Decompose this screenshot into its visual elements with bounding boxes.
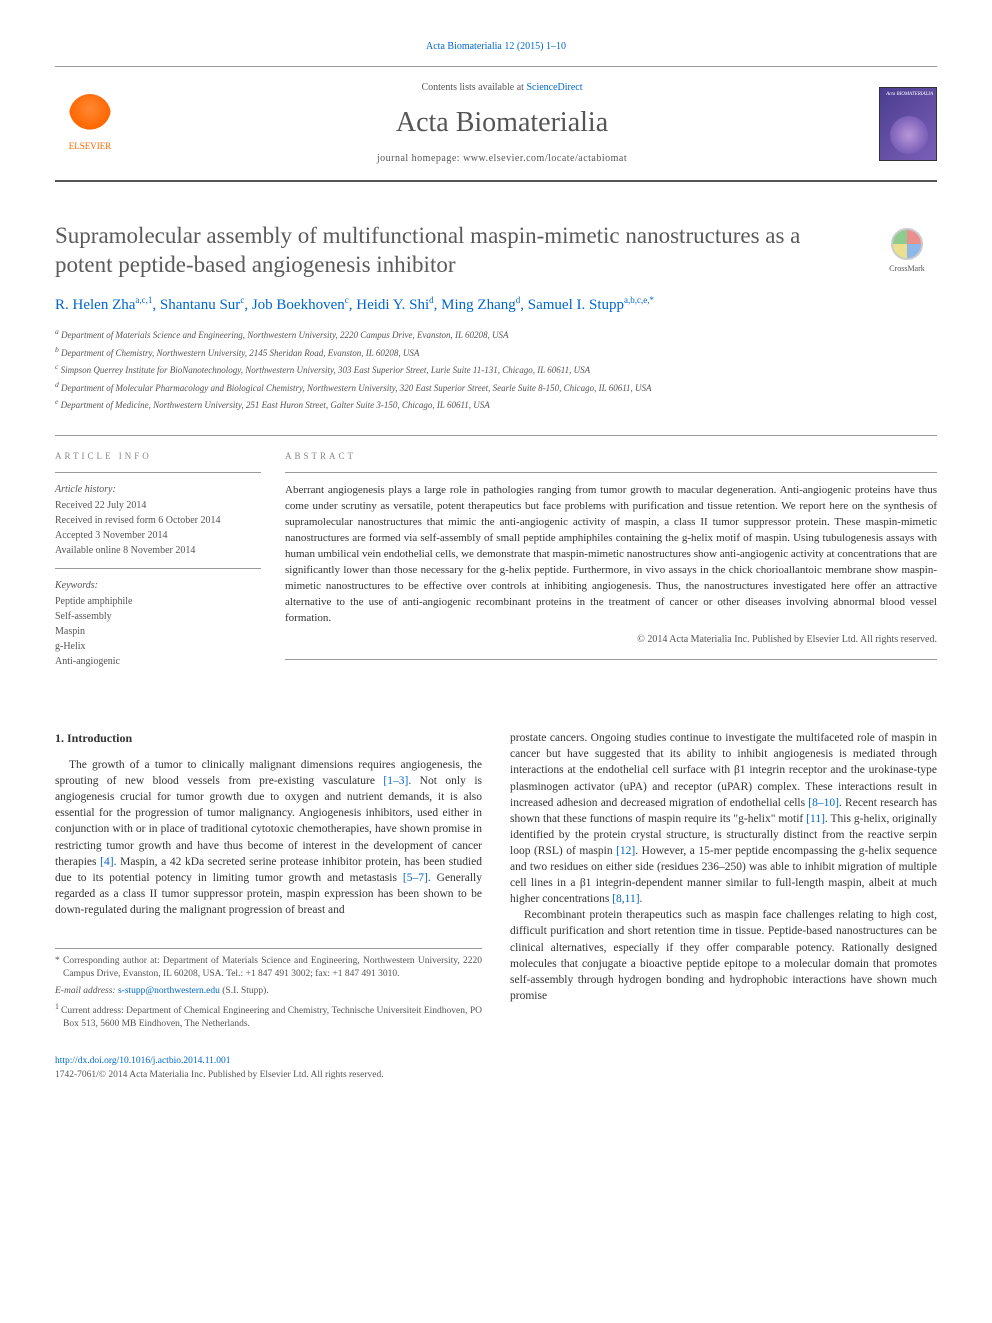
- citation-header: Acta Biomaterialia 12 (2015) 1–10: [55, 40, 937, 54]
- author[interactable]: Samuel I. Stuppa,b,c,e,*: [528, 297, 654, 313]
- history-item: Available online 8 November 2014: [55, 544, 261, 558]
- current-address-note: 1 Current address: Department of Chemica…: [55, 1001, 482, 1032]
- email-note: E-mail address: s-stupp@northwestern.edu…: [55, 985, 482, 998]
- contents-prefix: Contents lists available at: [421, 82, 526, 93]
- abstract-heading: abstract: [285, 450, 937, 463]
- paragraph: prostate cancers. Ongoing studies contin…: [510, 730, 937, 907]
- author[interactable]: Job Boekhovenc: [252, 297, 349, 313]
- affiliations: a Department of Materials Science and En…: [55, 326, 937, 413]
- author[interactable]: Ming Zhangd: [441, 297, 520, 313]
- corresponding-author-note: * Corresponding author at: Department of…: [55, 955, 482, 982]
- keyword: Anti-angiogenic: [55, 655, 261, 669]
- homepage-url[interactable]: www.elsevier.com/locate/actabiomat: [463, 153, 627, 164]
- body-columns: 1. Introduction The growth of a tumor to…: [55, 730, 937, 1034]
- history-item: Received 22 July 2014: [55, 499, 261, 513]
- citation-link[interactable]: [1–3]: [383, 775, 408, 787]
- paragraph: Recombinant protein therapeutics such as…: [510, 907, 937, 1004]
- elsevier-tree-icon: [69, 94, 111, 136]
- journal-name: Acta Biomaterialia: [125, 103, 879, 142]
- right-column: prostate cancers. Ongoing studies contin…: [510, 730, 937, 1034]
- citation-link[interactable]: [8,11]: [612, 893, 639, 905]
- page-footer: http://dx.doi.org/10.1016/j.actbio.2014.…: [55, 1055, 937, 1083]
- citation-link[interactable]: [5–7]: [403, 872, 428, 884]
- contents-line: Contents lists available at ScienceDirec…: [125, 81, 879, 95]
- homepage-prefix: journal homepage:: [377, 153, 463, 164]
- abstract-body: Aberrant angiogenesis plays a large role…: [285, 483, 937, 626]
- affiliation: d Department of Molecular Pharmacology a…: [55, 379, 937, 396]
- info-abstract-row: article info Article history: Received 2…: [55, 435, 937, 671]
- keyword: g-Helix: [55, 640, 261, 654]
- journal-banner: ELSEVIER Contents lists available at Sci…: [55, 67, 937, 182]
- author[interactable]: R. Helen Zhaa,c,1: [55, 297, 152, 313]
- affiliation: a Department of Materials Science and En…: [55, 326, 937, 343]
- citation-link[interactable]: [4]: [100, 856, 113, 868]
- email-link[interactable]: s-stupp@northwestern.edu: [118, 986, 220, 996]
- section-heading: 1. Introduction: [55, 730, 482, 747]
- affiliation: e Department of Medicine, Northwestern U…: [55, 396, 937, 413]
- history-label: Article history:: [55, 483, 261, 497]
- article-title: Supramolecular assembly of multifunction…: [55, 222, 857, 280]
- affiliation: c Simpson Querrey Institute for BioNanot…: [55, 361, 937, 378]
- abstract: abstract Aberrant angiogenesis plays a l…: [285, 436, 937, 671]
- issn-copyright: 1742-7061/© 2014 Acta Materialia Inc. Pu…: [55, 1069, 937, 1082]
- title-block: Supramolecular assembly of multifunction…: [55, 222, 937, 280]
- history-item: Accepted 3 November 2014: [55, 529, 261, 543]
- citation-link[interactable]: [11]: [806, 813, 825, 825]
- left-column: 1. Introduction The growth of a tumor to…: [55, 730, 482, 1034]
- homepage-line: journal homepage: www.elsevier.com/locat…: [125, 152, 879, 166]
- keyword: Peptide amphiphile: [55, 595, 261, 609]
- doi-link[interactable]: http://dx.doi.org/10.1016/j.actbio.2014.…: [55, 1055, 937, 1068]
- article-info: article info Article history: Received 2…: [55, 436, 285, 671]
- cover-label: Acta BIOMATERIALIA: [886, 91, 933, 98]
- footnotes: * Corresponding author at: Department of…: [55, 948, 482, 1032]
- author[interactable]: Shantanu Surc: [160, 297, 244, 313]
- publisher-name: ELSEVIER: [55, 140, 125, 153]
- article-info-heading: article info: [55, 450, 261, 463]
- crossmark-icon: [891, 228, 923, 260]
- keyword: Self-assembly: [55, 610, 261, 624]
- keyword: Maspin: [55, 625, 261, 639]
- affiliation: b Department of Chemistry, Northwestern …: [55, 344, 937, 361]
- author[interactable]: Heidi Y. Shid: [356, 297, 433, 313]
- citation-link[interactable]: [12]: [616, 845, 635, 857]
- history-item: Received in revised form 6 October 2014: [55, 514, 261, 528]
- banner-center: Contents lists available at ScienceDirec…: [125, 81, 879, 166]
- paragraph: The growth of a tumor to clinically mali…: [55, 757, 482, 918]
- journal-cover-thumbnail[interactable]: Acta BIOMATERIALIA: [879, 87, 937, 161]
- sciencedirect-link[interactable]: ScienceDirect: [526, 82, 582, 93]
- authors-line: R. Helen Zhaa,c,1, Shantanu Surc, Job Bo…: [55, 294, 937, 317]
- crossmark-label: CrossMark: [877, 263, 937, 274]
- elsevier-logo[interactable]: ELSEVIER: [55, 94, 125, 153]
- abstract-copyright: © 2014 Acta Materialia Inc. Published by…: [285, 633, 937, 647]
- keywords-label: Keywords:: [55, 579, 261, 593]
- citation-link[interactable]: [8–10]: [808, 797, 839, 809]
- crossmark-badge[interactable]: CrossMark: [877, 228, 937, 274]
